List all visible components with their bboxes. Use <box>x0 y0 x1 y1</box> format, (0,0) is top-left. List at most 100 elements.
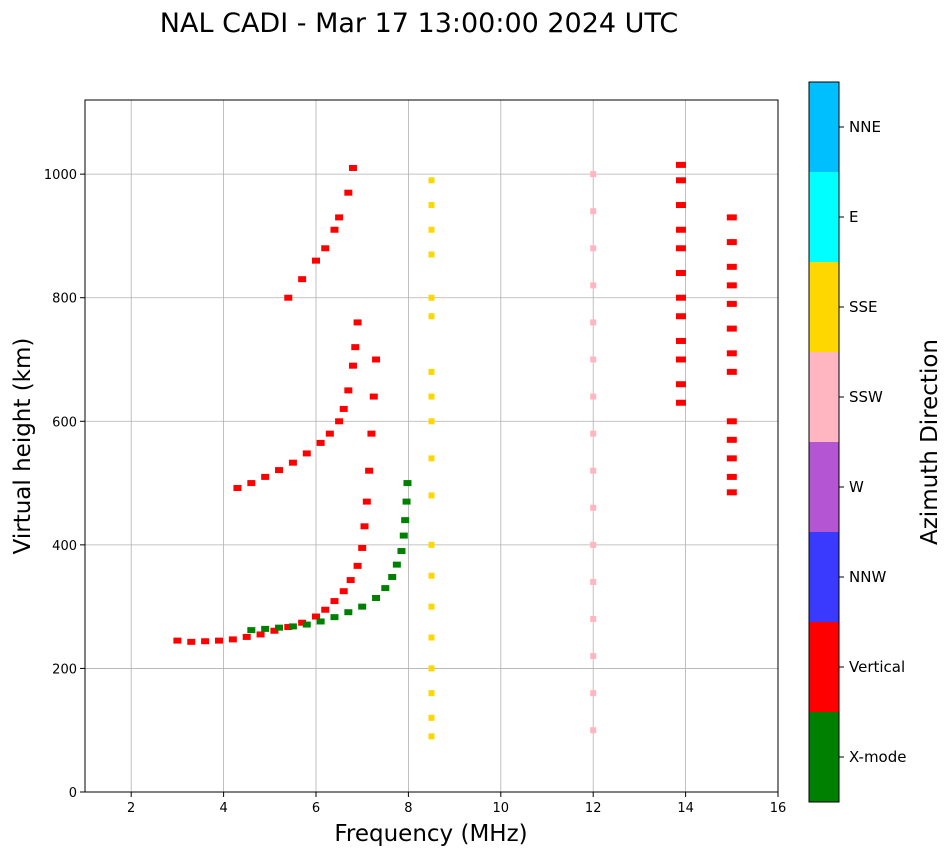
data-point-4-7 <box>590 430 597 437</box>
data-point-0-13 <box>339 588 348 595</box>
colorbar-tick-label-4: SSW <box>849 388 883 406</box>
plot-area <box>84 99 779 793</box>
data-point-5-11 <box>675 399 686 406</box>
data-point-3-1 <box>298 276 307 283</box>
data-point-0-6 <box>256 631 265 638</box>
data-point-1-13 <box>397 548 406 555</box>
data-point-5-7 <box>675 313 686 320</box>
data-point-2-2 <box>261 473 270 480</box>
data-point-2-11 <box>348 362 357 369</box>
colorbar-tick-label-0: X-mode <box>849 748 906 766</box>
data-point-7-12 <box>428 572 435 579</box>
data-point-6-10 <box>726 455 737 462</box>
data-point-2-7 <box>325 430 334 437</box>
data-point-1-15 <box>401 517 410 524</box>
data-point-7-0 <box>428 177 435 184</box>
data-point-3-7 <box>348 164 357 171</box>
data-point-6-2 <box>726 263 737 270</box>
data-point-5-0 <box>675 161 686 168</box>
data-point-7-7 <box>428 393 435 400</box>
data-point-7-5 <box>428 313 435 320</box>
data-point-0-10 <box>312 613 320 620</box>
data-marks <box>173 161 737 740</box>
data-point-7-4 <box>428 294 435 301</box>
data-point-1-2 <box>275 624 284 631</box>
data-point-7-2 <box>428 226 435 233</box>
data-point-2-4 <box>288 459 297 466</box>
data-point-0-3 <box>214 637 223 644</box>
x-tick-label-7: 16 <box>770 801 787 816</box>
data-point-7-3 <box>428 251 435 258</box>
data-point-5-9 <box>675 356 686 363</box>
data-point-3-4 <box>330 226 339 233</box>
data-point-0-18 <box>362 498 371 505</box>
data-point-2-8 <box>335 418 344 425</box>
data-point-7-15 <box>428 665 435 672</box>
colorbar: X-mode Vertical NNW W SSW SSE E NNE <box>808 81 906 803</box>
data-point-2-12 <box>351 344 360 351</box>
data-point-6-9 <box>726 436 737 443</box>
data-point-1-4 <box>302 621 311 628</box>
data-point-7-1 <box>428 202 435 209</box>
data-point-1-12 <box>392 561 401 568</box>
data-point-0-22 <box>372 356 381 363</box>
data-point-4-2 <box>590 245 597 252</box>
y-tick-label-1: 200 <box>52 662 77 677</box>
data-point-4-4 <box>590 319 597 326</box>
data-point-2-0 <box>233 485 242 492</box>
data-point-0-7 <box>270 627 279 634</box>
data-point-1-6 <box>330 614 339 621</box>
x-tick-label-0: 2 <box>127 801 135 816</box>
plot-frame <box>84 99 779 793</box>
x-axis-label: Frequency (MHz) <box>334 821 527 847</box>
data-point-7-9 <box>428 455 435 462</box>
data-point-7-16 <box>428 690 435 697</box>
data-point-6-4 <box>726 300 737 307</box>
data-point-6-12 <box>726 489 737 496</box>
data-point-6-3 <box>726 282 737 289</box>
data-point-4-11 <box>590 578 597 585</box>
colorbar-segment-3 <box>809 442 839 532</box>
data-point-4-14 <box>590 690 597 697</box>
colorbar-segment-2 <box>809 532 839 622</box>
colorbar-tick-label-2: NNW <box>849 568 886 586</box>
plot-background <box>85 100 778 792</box>
data-point-5-3 <box>675 226 686 233</box>
x-tick-label-2: 6 <box>312 801 320 816</box>
data-point-0-17 <box>360 523 369 530</box>
data-point-4-5 <box>590 356 597 363</box>
data-point-2-10 <box>344 387 353 394</box>
data-point-1-5 <box>316 618 325 625</box>
data-point-1-10 <box>381 585 390 592</box>
data-point-7-10 <box>428 492 435 499</box>
data-point-0-5 <box>242 633 251 640</box>
data-point-4-8 <box>590 467 597 474</box>
x-axis-ticks: 2 4 6 8 10 12 14 16 <box>127 792 786 816</box>
data-point-0-0 <box>173 637 182 644</box>
data-point-2-1 <box>247 480 256 487</box>
x-tick-label-1: 4 <box>219 801 227 816</box>
data-point-7-14 <box>428 634 435 641</box>
data-point-5-1 <box>675 177 686 184</box>
data-point-1-7 <box>344 609 353 616</box>
data-point-2-9 <box>339 405 348 412</box>
data-point-4-1 <box>590 208 597 215</box>
data-point-3-0 <box>284 294 293 301</box>
y-tick-label-4: 800 <box>52 292 77 307</box>
chart-title: NAL CADI - Mar 17 13:00:00 2024 UTC <box>160 8 678 39</box>
data-point-0-1 <box>187 638 196 645</box>
colorbar-segment-4 <box>809 352 839 442</box>
colorbar-label: Azimuth Direction <box>917 339 943 545</box>
data-point-0-16 <box>358 544 367 551</box>
data-point-5-8 <box>675 337 686 344</box>
data-point-5-5 <box>675 270 686 276</box>
data-point-7-18 <box>428 733 435 740</box>
data-point-1-0 <box>247 627 256 634</box>
data-point-3-6 <box>344 189 353 196</box>
data-point-1-1 <box>261 625 270 632</box>
colorbar-tick-label-5: SSE <box>849 298 878 316</box>
data-point-4-3 <box>590 282 597 289</box>
data-point-4-13 <box>590 653 597 660</box>
data-point-1-11 <box>388 573 397 580</box>
